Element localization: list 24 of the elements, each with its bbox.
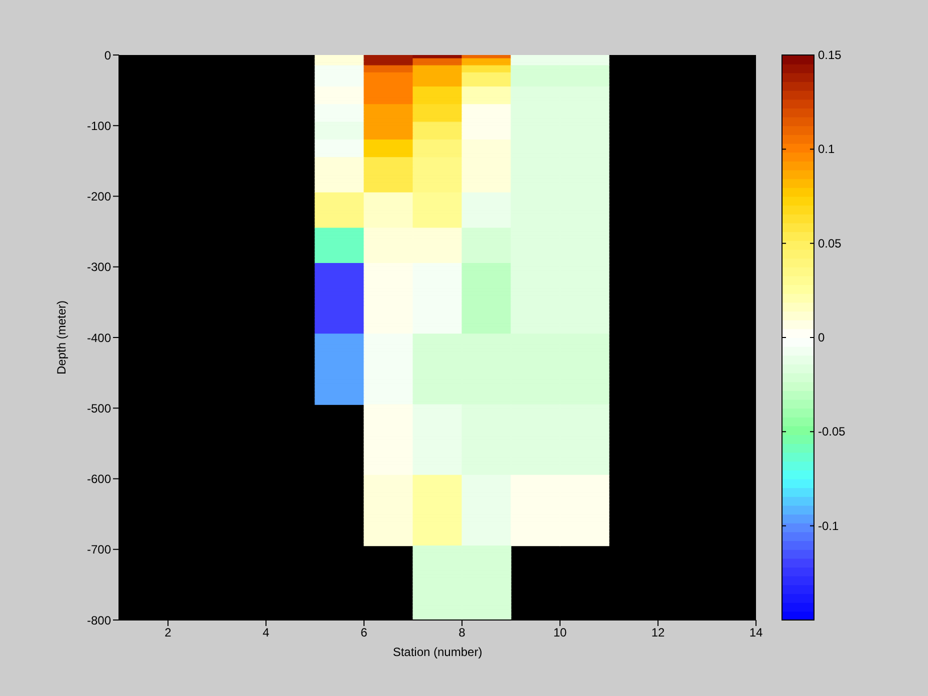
color-bar-label: 0 — [818, 330, 825, 344]
y-tick-label: -200 — [86, 190, 112, 204]
color-bar-label: -0.1 — [818, 518, 840, 533]
color-bar-label: 0.1 — [818, 142, 836, 156]
y-axis-title: Depth (meter) — [54, 300, 68, 375]
x-axis-title: Station (number) — [392, 645, 482, 659]
y-tick-label: -700 — [86, 542, 112, 557]
y-tick-label: -500 — [86, 401, 112, 416]
y-tick-label: -800 — [86, 613, 112, 628]
y-tick-label: 0 — [104, 48, 112, 62]
x-tick-label: 6 — [360, 626, 368, 640]
color-bar-label: 0.15 — [818, 48, 842, 62]
y-tick-label: -600 — [86, 472, 112, 486]
x-tick-label: 14 — [749, 626, 763, 640]
x-tick-label: 10 — [553, 626, 567, 640]
x-tick-label: 4 — [262, 626, 270, 640]
y-tick-label: -400 — [86, 330, 112, 345]
color-bar-label: -0.05 — [818, 424, 846, 439]
y-tick-label: -100 — [86, 118, 112, 133]
y-tick-label: -300 — [86, 260, 112, 274]
x-tick-label: 12 — [651, 626, 665, 640]
x-tick-label: 8 — [458, 626, 466, 640]
x-tick-label: 2 — [164, 626, 172, 640]
color-bar-label: 0.05 — [818, 236, 842, 250]
